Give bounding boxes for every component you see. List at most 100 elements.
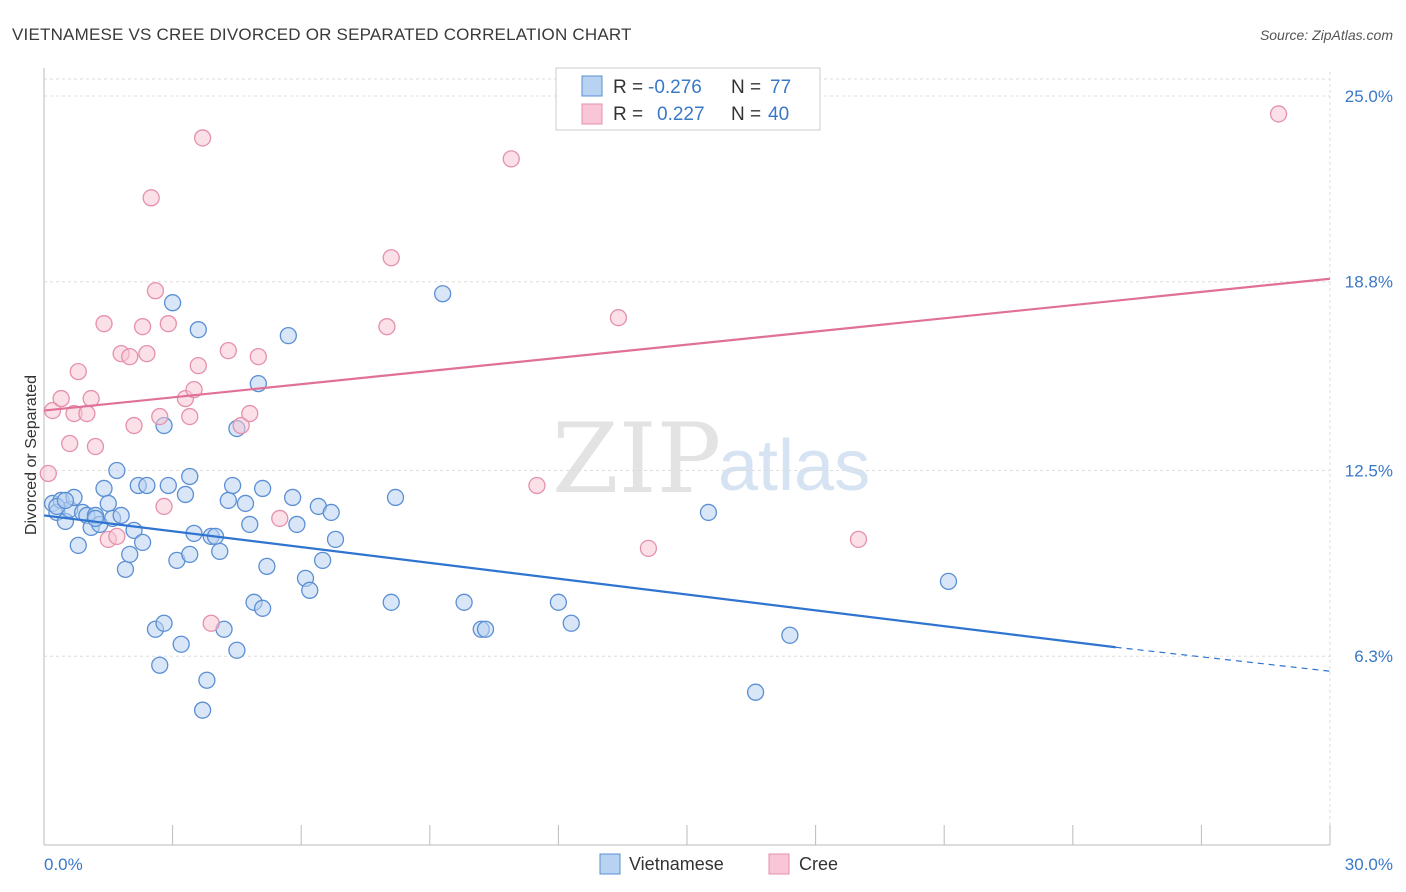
- data-point-cree: [502, 150, 520, 168]
- data-point-vietnamese: [455, 593, 473, 611]
- y-tick-label: 6.3%: [1354, 647, 1393, 666]
- data-point-vietnamese: [939, 572, 958, 590]
- data-point-vietnamese: [223, 476, 242, 495]
- y-axis-label: Divorced or Separated: [23, 375, 40, 535]
- data-point-vietnamese: [434, 285, 452, 303]
- data-point-cree: [86, 437, 105, 456]
- data-point-cree: [609, 309, 628, 327]
- trend-line-vietnamese: [43, 514, 1116, 649]
- legend-n-label-cree: N =: [731, 104, 761, 125]
- data-point-vietnamese: [699, 503, 718, 522]
- axes: [43, 68, 1331, 846]
- data-point-vietnamese: [133, 533, 152, 552]
- data-point-vietnamese: [279, 327, 297, 345]
- data-point-vietnamese: [69, 536, 87, 555]
- data-point-cree: [271, 509, 289, 528]
- chart-source: Source: ZipAtlas.com: [1260, 27, 1393, 43]
- y-tick-label: 12.5%: [1345, 461, 1393, 480]
- data-point-cree: [193, 129, 212, 147]
- data-point-cree: [159, 315, 177, 333]
- data-point-vietnamese: [549, 593, 568, 611]
- data-point-cree: [108, 527, 126, 546]
- data-point-vietnamese: [116, 560, 135, 579]
- data-point-cree: [142, 189, 160, 207]
- data-point-cree: [138, 344, 156, 363]
- data-point-vietnamese: [211, 542, 229, 561]
- x-tick-labels: 0.0% 30.0%: [44, 855, 1393, 874]
- data-point-vietnamese: [138, 476, 156, 495]
- data-point-cree: [52, 389, 70, 408]
- data-point-cree: [78, 404, 96, 423]
- data-point-vietnamese: [172, 635, 190, 653]
- data-point-vietnamese: [241, 515, 259, 534]
- data-point-vietnamese: [228, 641, 246, 659]
- data-point-vietnamese: [322, 503, 340, 522]
- watermark-atlas: atlas: [718, 426, 870, 506]
- bottom-legend-label-cree: Cree: [799, 854, 838, 874]
- legend-n-label-vietnamese: N =: [731, 77, 761, 98]
- data-point-vietnamese: [236, 494, 255, 513]
- data-point-vietnamese: [163, 294, 182, 312]
- y-tick-label: 25.0%: [1345, 87, 1393, 106]
- data-point-cree: [151, 407, 169, 426]
- legend-n-value-cree: 40: [768, 104, 789, 125]
- x-tick-label-min: 0.0%: [44, 855, 83, 874]
- legend-r-value-vietnamese: -0.276: [648, 77, 702, 98]
- legend-r-value-cree: 0.227: [657, 104, 705, 125]
- data-point-cree: [39, 464, 57, 483]
- data-point-vietnamese: [476, 620, 495, 638]
- data-point-vietnamese: [382, 593, 400, 611]
- data-point-cree: [69, 362, 87, 381]
- data-point-vietnamese: [56, 491, 75, 510]
- data-point-vietnamese: [313, 551, 332, 570]
- data-point-vietnamese: [86, 509, 105, 528]
- x-tick-label-max: 30.0%: [1345, 855, 1393, 874]
- data-point-vietnamese: [301, 581, 319, 599]
- watermark-zip: ZIP: [552, 403, 721, 515]
- data-point-cree: [639, 539, 658, 558]
- data-point-cree: [95, 315, 113, 333]
- data-point-vietnamese: [283, 488, 302, 507]
- bottom-legend-label-vietnamese: Vietnamese: [629, 854, 724, 874]
- data-point-vietnamese: [562, 614, 580, 632]
- data-point-vietnamese: [181, 467, 199, 486]
- data-point-vietnamese: [258, 557, 276, 576]
- data-point-vietnamese: [193, 701, 212, 719]
- data-point-cree: [232, 416, 250, 435]
- bottom-legend-swatch-cree: [768, 853, 790, 875]
- data-point-vietnamese: [253, 479, 272, 498]
- data-point-cree: [125, 416, 143, 435]
- data-point-vietnamese: [253, 599, 272, 617]
- data-point-cree: [189, 356, 207, 375]
- legend-swatch-cree: [581, 103, 603, 125]
- data-point-cree: [378, 318, 396, 336]
- data-point-cree: [146, 282, 165, 300]
- data-point-vietnamese: [155, 614, 173, 632]
- data-point-cree: [121, 347, 139, 366]
- data-point-cree: [61, 434, 79, 453]
- trend-layer: [43, 277, 1331, 672]
- data-point-vietnamese: [219, 491, 237, 510]
- trend-line-cree: [43, 277, 1331, 412]
- data-point-cree: [202, 614, 220, 632]
- trend-line-extension-vietnamese: [1115, 646, 1331, 672]
- y-tick-label: 18.8%: [1345, 273, 1393, 292]
- data-point-cree: [241, 404, 259, 423]
- y-tick-labels: 6.3% 12.5% 18.8% 25.0%: [1345, 87, 1393, 666]
- data-point-vietnamese: [121, 545, 139, 564]
- data-point-cree: [382, 249, 400, 267]
- watermark: ZIP atlas: [552, 403, 870, 515]
- data-point-cree: [249, 347, 267, 366]
- data-point-cree: [528, 476, 546, 495]
- legend-swatch-vietnamese: [581, 75, 603, 97]
- data-point-vietnamese: [781, 626, 799, 644]
- data-point-vietnamese: [386, 488, 405, 507]
- bottom-legend: Vietnamese Cree: [599, 853, 838, 875]
- data-point-vietnamese: [746, 683, 765, 701]
- data-point-vietnamese: [99, 494, 117, 513]
- legend-r-label-vietnamese: R =: [613, 77, 643, 98]
- legend-r-label-cree: R =: [613, 104, 643, 125]
- top-legend: R = -0.276 N = 77 R = 0.227 N = 40: [555, 67, 821, 131]
- data-point-vietnamese: [288, 515, 306, 534]
